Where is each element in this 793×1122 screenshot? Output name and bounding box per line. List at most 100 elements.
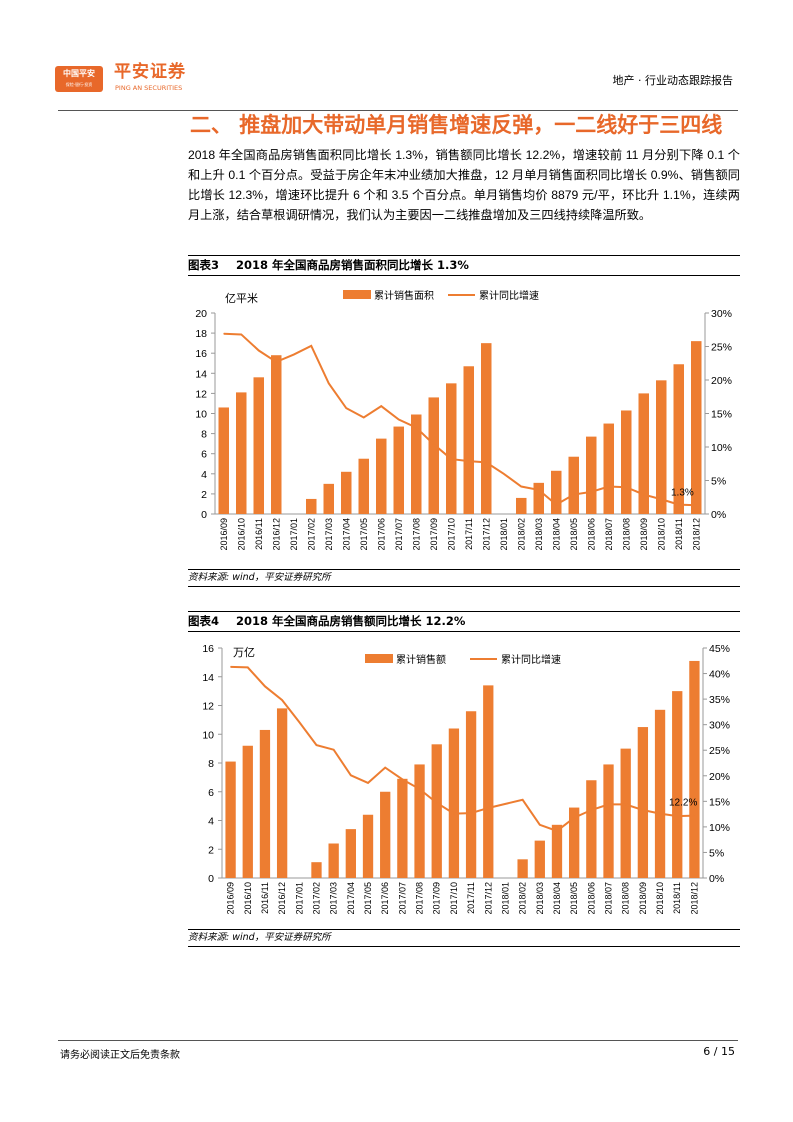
x-tick-label: 2018/07	[604, 518, 614, 551]
line-point	[436, 802, 438, 804]
x-tick-label: 2017/02	[311, 882, 321, 915]
line-point	[504, 803, 506, 805]
y-tick-label: 2	[208, 844, 214, 856]
x-tick-label: 2016/12	[271, 518, 281, 551]
line-point	[590, 491, 592, 493]
y2-tick-label: 25%	[709, 745, 730, 757]
y-tick-label: 0	[201, 509, 207, 521]
bar	[637, 727, 649, 878]
bar	[656, 380, 667, 514]
line-point	[625, 486, 627, 488]
legend-bar-swatch	[343, 290, 371, 299]
bar	[397, 778, 408, 878]
line-point	[453, 813, 455, 815]
x-tick-label: 2018/09	[639, 518, 649, 551]
x-tick-label: 2016/11	[260, 882, 270, 914]
y-tick-label: 6	[208, 787, 214, 799]
figure-number: 图表4	[188, 614, 220, 628]
y-tick-label: 8	[208, 758, 214, 770]
y2-tick-label: 15%	[709, 796, 730, 808]
bar	[516, 497, 527, 514]
line-point	[693, 815, 695, 817]
bar	[276, 708, 288, 878]
body-paragraph: 2018 年全国商品房销售面积同比增长 1.3%，销售额同比增长 12.2%，增…	[188, 148, 740, 222]
growth-line	[230, 665, 695, 833]
figure-number: 图表3	[188, 258, 220, 272]
line-point	[419, 788, 421, 790]
y2-tick-label: 0%	[709, 873, 724, 885]
bar	[620, 748, 631, 878]
x-tick-label: 2017/04	[346, 882, 356, 915]
line-point	[522, 799, 524, 801]
x-tick-label: 2018/09	[638, 882, 648, 915]
data-label-last: 12.2%	[669, 798, 697, 809]
bar	[533, 482, 544, 514]
y-tick-label: 18	[195, 328, 207, 340]
bar	[465, 711, 477, 878]
bar	[414, 764, 425, 878]
x-tick-label: 2016/10	[243, 882, 253, 915]
y-tick-label: 0	[208, 873, 214, 885]
y2-tick-label: 20%	[709, 771, 730, 783]
y2-tick-label: 15%	[711, 409, 732, 421]
x-tick-label: 2018/05	[569, 518, 579, 551]
line-point	[450, 458, 452, 460]
line-point	[281, 699, 283, 701]
bar	[328, 843, 339, 878]
page-number: 6 / 15	[703, 1045, 735, 1058]
line-point	[384, 767, 386, 769]
line-point	[608, 803, 610, 805]
y-tick-label: 12	[195, 388, 207, 400]
y-axis-unit: 万亿	[233, 646, 255, 659]
y-tick-label: 4	[201, 469, 207, 481]
x-tick-label: 2018/11	[674, 518, 684, 550]
x-tick-label: 2018/04	[552, 882, 562, 915]
x-tick-label: 2017/01	[294, 882, 304, 915]
x-tick-label: 2018/08	[621, 882, 631, 915]
brand-name-en: PING AN SECURITIES	[115, 84, 183, 92]
x-tick-label: 2018/02	[518, 882, 528, 915]
bar	[341, 471, 352, 514]
bar	[568, 456, 579, 514]
bar	[259, 729, 271, 878]
data-label-last: 1.3%	[671, 487, 694, 498]
bar	[483, 685, 494, 878]
x-tick-label: 2016/12	[277, 882, 287, 915]
y-tick-label: 4	[208, 816, 214, 828]
line-point	[659, 813, 661, 815]
line-point	[538, 489, 540, 491]
y-tick-label: 2	[201, 489, 207, 501]
line-point	[556, 830, 558, 832]
bar	[242, 745, 253, 878]
x-tick-label: 2017/03	[324, 518, 334, 551]
x-tick-label: 2016/09	[219, 518, 229, 551]
x-tick-label: 2017/10	[449, 882, 459, 915]
x-tick-label: 2017/06	[380, 882, 390, 915]
line-point	[643, 494, 645, 496]
line-point	[315, 744, 317, 746]
line-point	[470, 812, 472, 814]
x-tick-label: 2018/10	[656, 518, 666, 551]
footer-disclaimer[interactable]: 请务必阅读正文后免责条款	[60, 1050, 180, 1061]
x-tick-label: 2018/03	[534, 518, 544, 551]
bar	[586, 436, 597, 514]
x-tick-label: 2017/05	[363, 882, 373, 915]
line-point	[230, 666, 232, 668]
growth-line	[223, 332, 697, 507]
bar	[411, 414, 422, 514]
line-point	[293, 354, 295, 356]
bar	[393, 426, 404, 514]
line-point	[264, 685, 266, 687]
line-point	[363, 417, 365, 419]
x-tick-label: 2018/12	[689, 882, 699, 915]
bar	[586, 780, 597, 878]
figure-3-source: 资料来源: wind，平安证券研究所	[188, 569, 740, 587]
x-tick-label: 2017/10	[446, 518, 456, 551]
x-tick-label: 2018/05	[569, 882, 579, 915]
y-tick-label: 12	[202, 701, 214, 713]
x-tick-label: 2016/11	[254, 518, 264, 550]
y-tick-label: 14	[195, 368, 207, 380]
line-point	[555, 504, 557, 506]
y2-tick-label: 35%	[709, 694, 730, 706]
x-tick-label: 2017/03	[329, 882, 339, 915]
